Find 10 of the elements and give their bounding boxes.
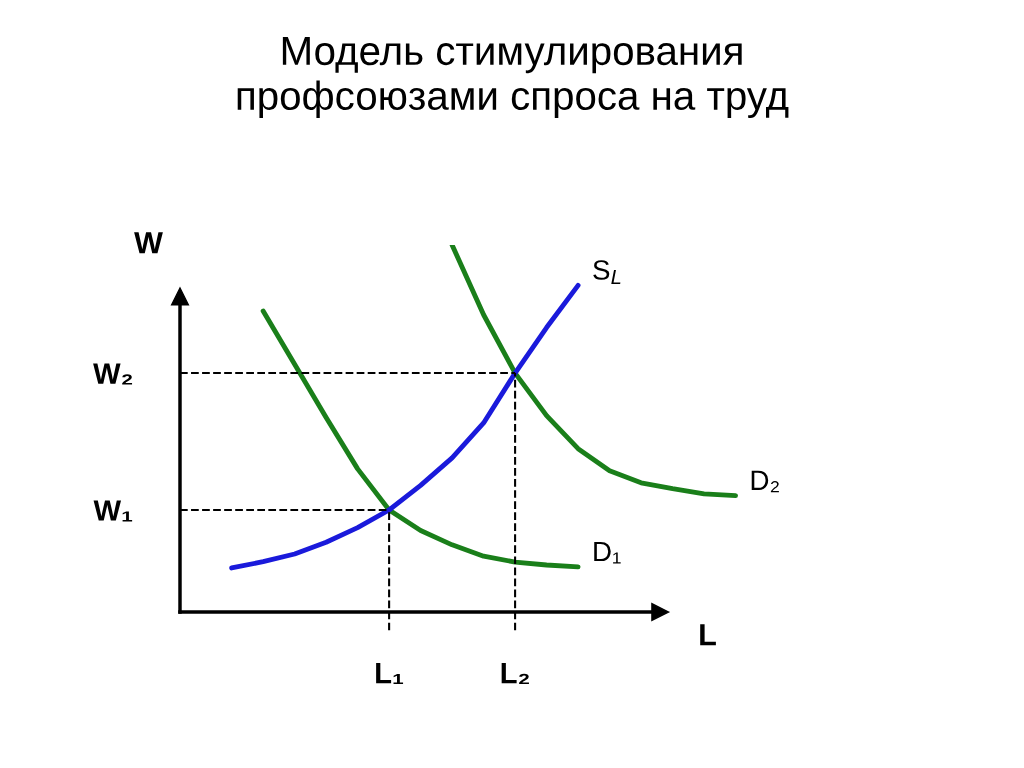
x-tick-label: L₂ <box>501 663 529 685</box>
x-axis-title: L <box>700 624 716 646</box>
series-label: D₁ <box>594 541 621 564</box>
ref-line-label: W₁ <box>93 500 133 522</box>
chart-title: Модель стимулирования профсоюзами спроса на труд <box>237 37 789 118</box>
series-label: S$_{L}$ <box>593 260 621 285</box>
y-axis-title: W <box>134 232 163 254</box>
ref-line-label: W₂ <box>93 363 133 385</box>
series-label: D₂ <box>751 470 779 493</box>
x-tick-label: L₁ <box>376 663 404 685</box>
